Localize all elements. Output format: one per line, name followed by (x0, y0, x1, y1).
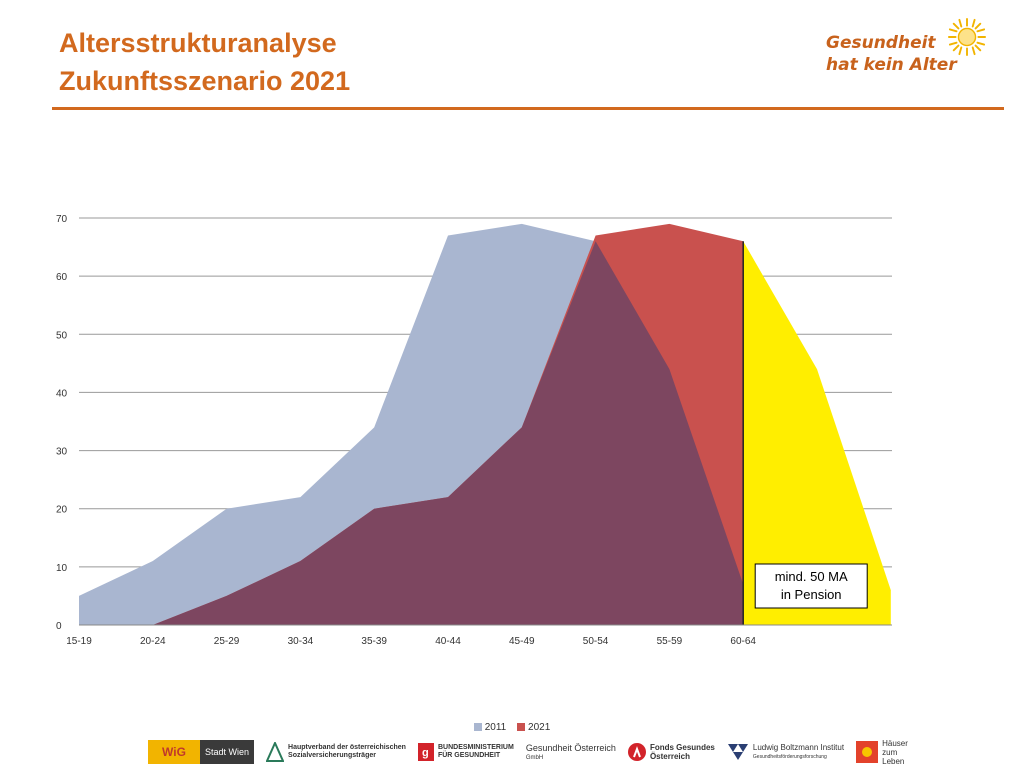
x-tick-label-35-39: 35-39 (361, 636, 387, 647)
haeuser-line-1: Häuser (882, 738, 908, 748)
hauptverband-line-1: Hauptverband der österreichischen (288, 744, 406, 751)
logo-wig-stadt-wien: WiG Stadt Wien (148, 739, 254, 765)
y-axis-ticks: 0 10 20 30 40 50 60 70 (56, 214, 68, 632)
brand-logo: Gesundheit hat kein Alter (826, 18, 986, 80)
y-tick-label-40: 40 (56, 388, 68, 399)
legend-item-2021: 2021 (517, 722, 550, 733)
x-tick-label-45-49: 45-49 (509, 636, 535, 647)
fonds-line-1: Fonds Gesundes (649, 743, 715, 752)
area-overlap (79, 241, 744, 625)
title-line-1: Altersstrukturanalyse (59, 28, 337, 58)
title-line-2: Zukunftsszenario 2021 (59, 66, 351, 96)
sun-icon (948, 18, 986, 56)
area-pension-projection (743, 241, 891, 625)
goeg-line-1: Gesundheit Österreich (525, 742, 616, 753)
fonds-line-2: Österreich (649, 752, 690, 761)
logo-fonds-gesundes: Fonds Gesundes Österreich (627, 739, 715, 765)
lbi-line-1: Ludwig Boltzmann Institut (752, 743, 845, 752)
haeuser-line-2: zum (882, 747, 898, 757)
logo-hauptverband: Hauptverband der österreichischen Sozial… (266, 739, 406, 765)
legend-swatch-2011 (473, 723, 482, 731)
logo-ludwig-boltzmann: Ludwig Boltzmann Institut Gesundheitsför… (727, 739, 844, 765)
annotation-line-2: in Pension (781, 587, 842, 602)
x-axis-ticks: 15-19 20-24 25-29 30-34 35-39 40-44 45-49 50-54… (66, 636, 756, 647)
y-tick-label-20: 20 (56, 505, 68, 516)
lbi-line-2: Gesundheitsförderungsforschung (752, 754, 827, 760)
ministry-icon: g (417, 743, 434, 761)
brand-line-2: hat kein Alter (826, 55, 957, 75)
haeuser-icon (856, 741, 879, 763)
annotation-line-1: mind. 50 MA (775, 569, 848, 584)
y-tick-label-0: 0 (56, 621, 62, 632)
y-tick-label-10: 10 (56, 563, 68, 574)
x-tick-label-50-54: 50-54 (583, 636, 609, 647)
x-tick-label-60-64: 60-64 (730, 636, 756, 647)
fonds-icon (627, 743, 646, 761)
logo-bundesministerium: g BUNDESMINISTERIUM FÜR GESUNDHEIT (417, 739, 514, 765)
hauptverband-icon (266, 742, 285, 762)
legend-label-2021: 2021 (528, 722, 551, 733)
svg-text:g: g (422, 747, 429, 759)
ministry-line-2: FÜR GESUNDHEIT (437, 752, 501, 759)
brand-line-1: Gesundheit (826, 33, 936, 53)
goeg-line-2: GmbH (525, 754, 544, 761)
legend-item-2011: 2011 (473, 722, 507, 733)
partner-logos: WiG Stadt Wien Hauptverband der österrei… (148, 737, 908, 767)
y-tick-label-70: 70 (56, 214, 68, 225)
x-tick-label-40-44: 40-44 (435, 636, 461, 647)
y-tick-label-50: 50 (56, 330, 68, 341)
brand-text: Gesundheit hat kein Alter (826, 32, 958, 76)
pension-annotation: mind. 50 MA in Pension (754, 563, 868, 609)
wig-logo: WiG (148, 740, 200, 764)
header-divider (52, 107, 1004, 110)
page-title: Altersstrukturanalyse Zukunftsszenario 2… (59, 24, 350, 100)
age-structure-chart: 0 10 20 30 40 50 60 70 15-19 20-24 25-29 30-34 35-3… (56, 214, 892, 647)
lbi-icon (727, 744, 748, 760)
x-tick-label-55-59: 55-59 (657, 636, 683, 647)
stadt-wien-logo: Stadt Wien (200, 740, 254, 764)
logo-haeuser-zum-leben: Häuser zum Leben (856, 738, 908, 766)
ministry-line-1: BUNDESMINISTERIUM (437, 744, 514, 751)
y-tick-label-30: 30 (56, 447, 68, 458)
legend-label-2011: 2011 (484, 722, 507, 733)
hauptverband-line-2: Sozialversicherungsträger (288, 752, 376, 759)
legend-swatch-2021 (517, 723, 526, 731)
x-tick-label-15-19: 15-19 (66, 636, 92, 647)
chart-areas (79, 223, 892, 626)
logo-gesundheit-oesterreich: Gesundheit Österreich GmbH (526, 739, 616, 765)
x-tick-label-20-24: 20-24 (140, 636, 166, 647)
annotation-box (754, 563, 868, 609)
chart-legend: 2011 2021 (0, 722, 1024, 733)
y-tick-label-60: 60 (56, 272, 68, 283)
x-tick-label-25-29: 25-29 (214, 636, 240, 647)
x-tick-label-30-34: 30-34 (288, 636, 314, 647)
haeuser-line-3: Leben (882, 756, 905, 766)
